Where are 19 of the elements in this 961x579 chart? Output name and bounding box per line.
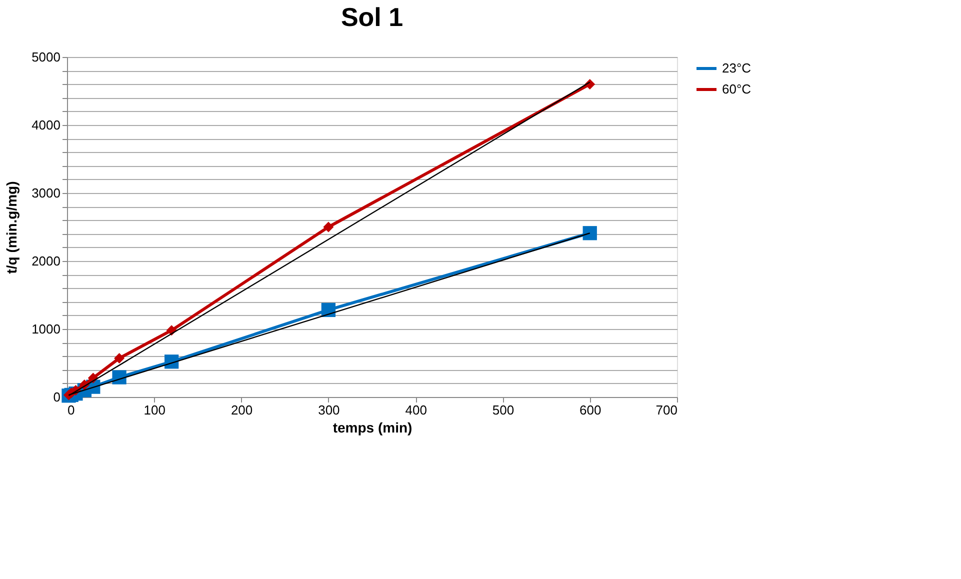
y-tick-label: 2000 [32, 254, 60, 268]
x-tick-label: 500 [492, 402, 514, 418]
x-tick-label: 700 [656, 402, 678, 418]
x-tick-label: 400 [405, 402, 427, 418]
x-tick-label: 600 [580, 402, 602, 418]
x-tick-label: 100 [144, 402, 166, 418]
x-tick-label: 300 [318, 402, 340, 418]
x-tick-label: 0 [68, 402, 75, 418]
y-tick-label: 0 [53, 390, 60, 404]
x-axis-title: temps (min) [332, 420, 412, 436]
chart-title: Sol 1 [340, 2, 404, 32]
x-tick-label: 200 [230, 402, 253, 418]
y-tick-label: 5000 [32, 50, 60, 64]
legend-label: 23°C [722, 60, 752, 76]
y-axis-title: t/q (min.g/mg) [4, 181, 20, 274]
legend-label: 60°C [722, 82, 752, 96]
y-tick-label: 4000 [32, 118, 60, 132]
y-tick-label: 3000 [32, 186, 60, 200]
y-tick-label: 1000 [32, 322, 60, 336]
